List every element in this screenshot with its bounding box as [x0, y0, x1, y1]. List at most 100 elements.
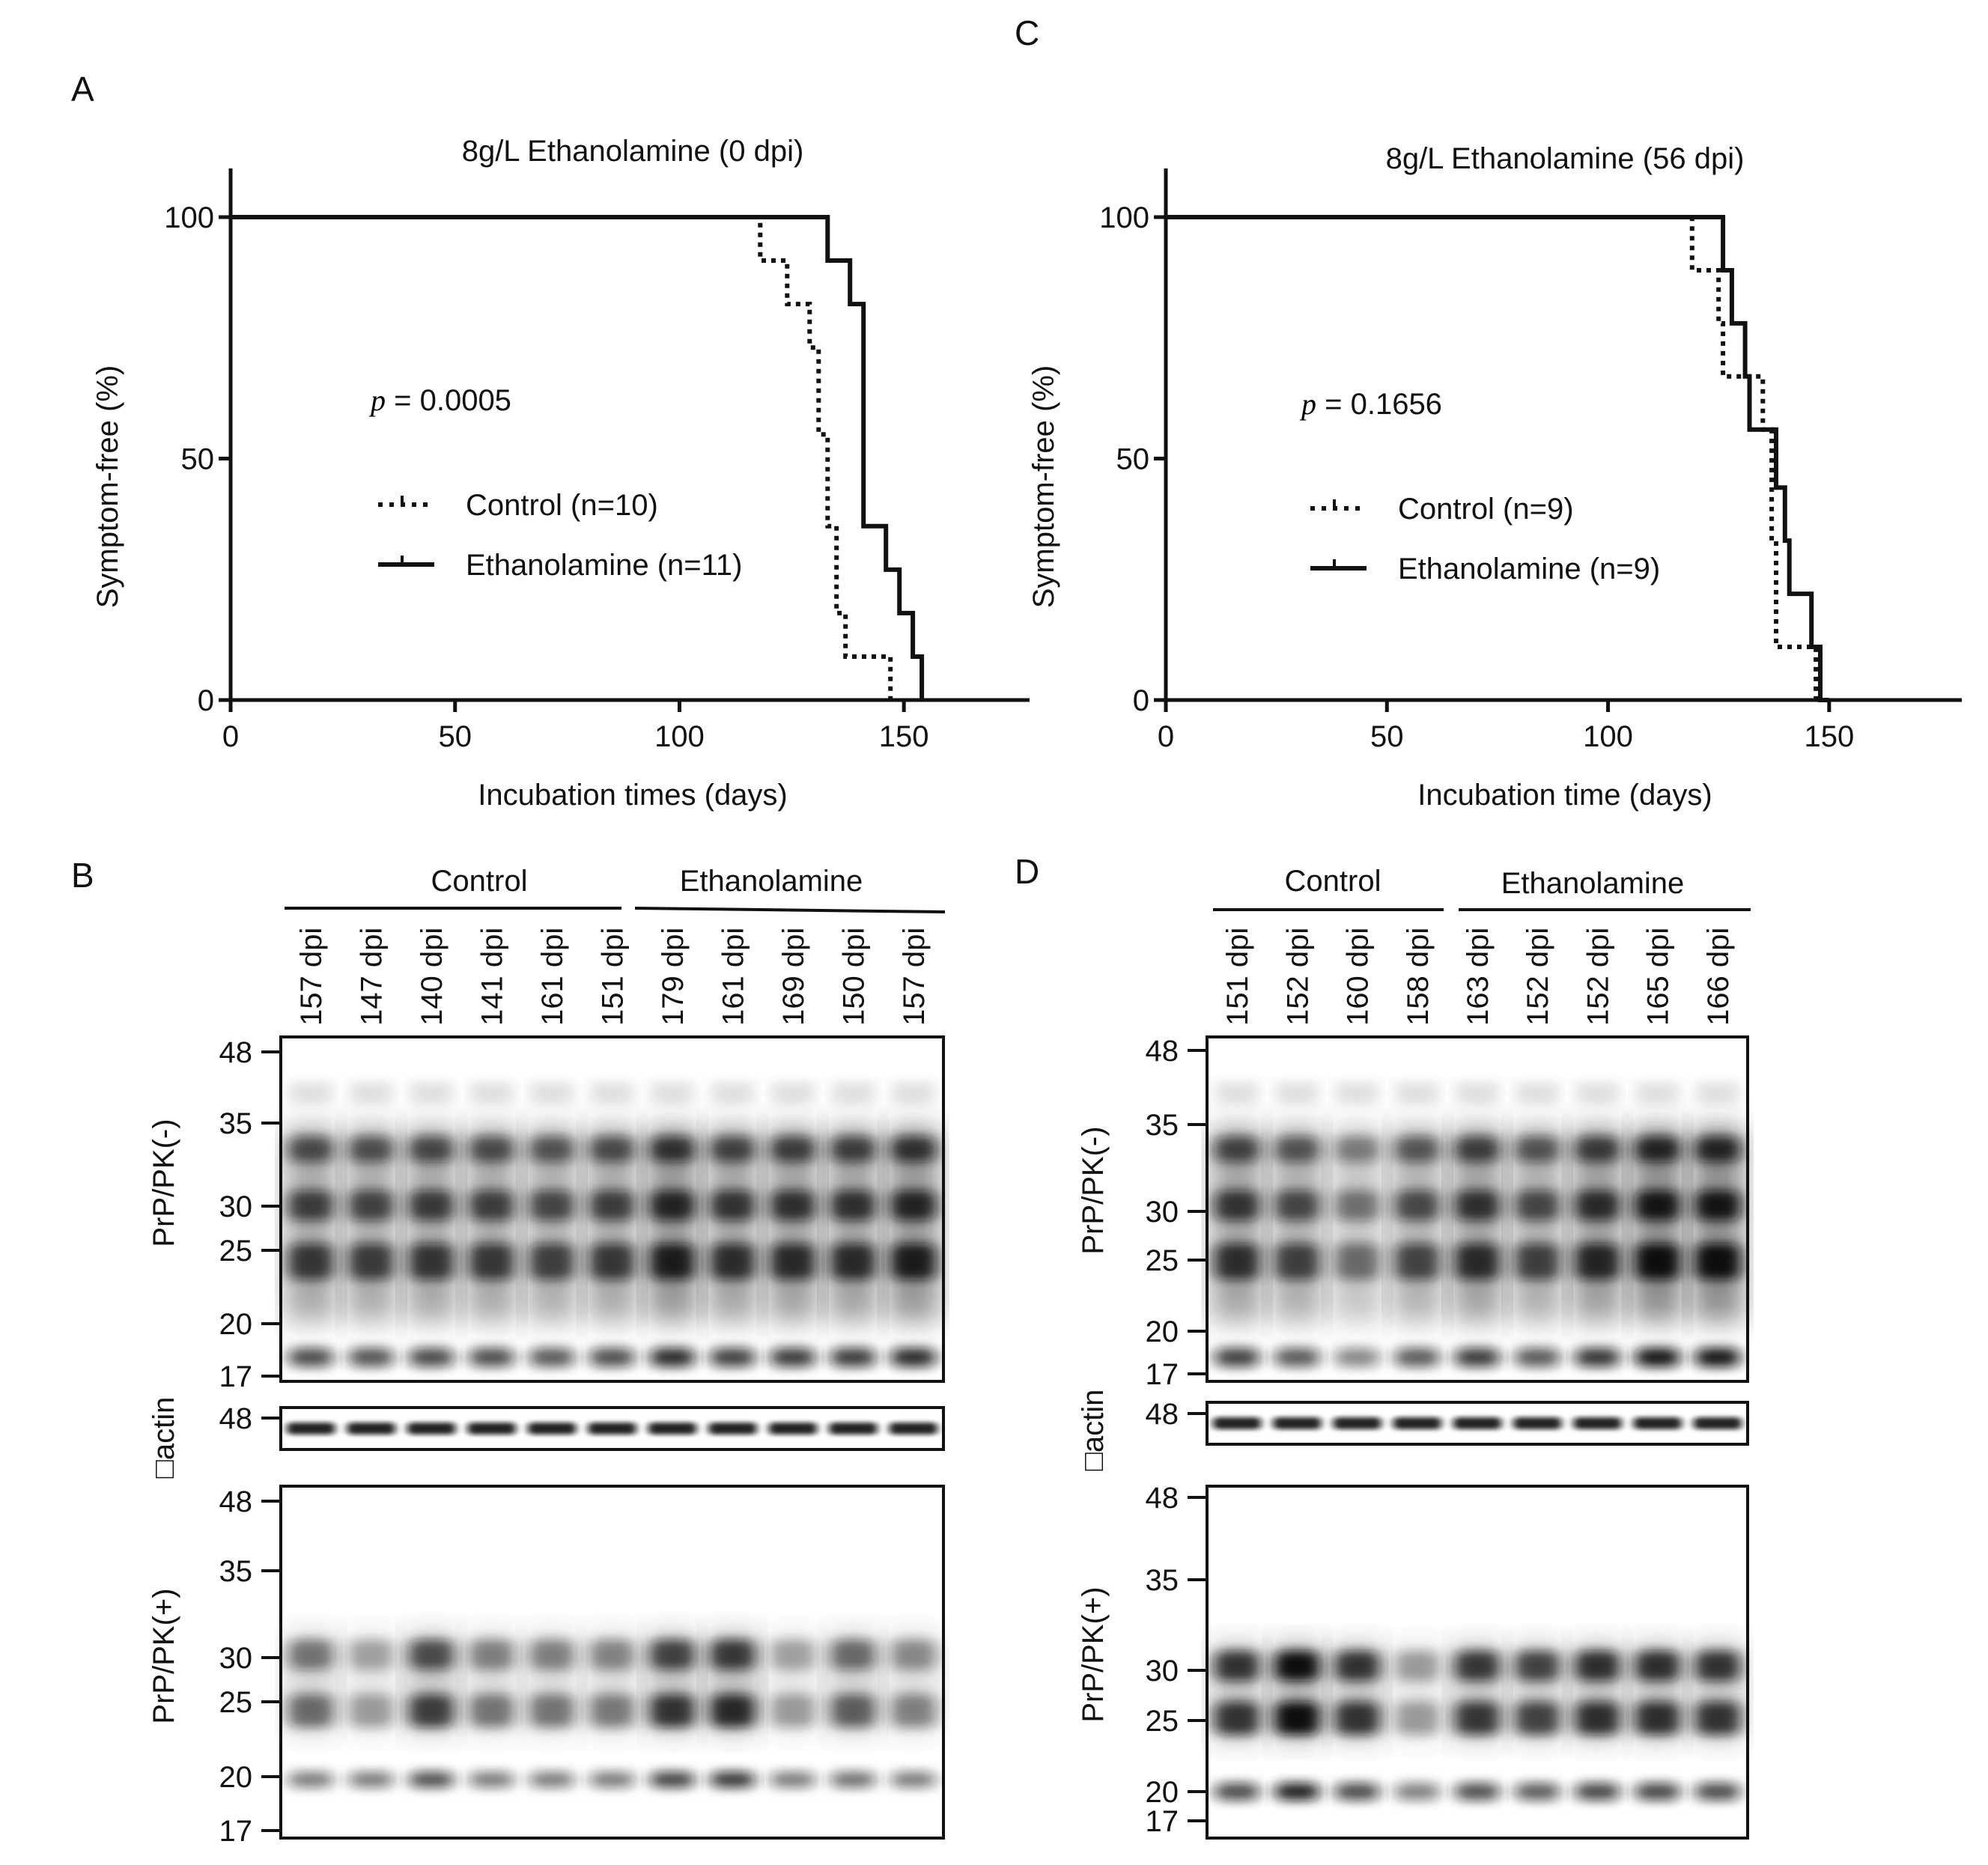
band-pk-plus-b-0-0: [288, 1640, 334, 1670]
band-pk-plus-d-8-0: [1694, 1651, 1740, 1681]
band-actin-d-8: [1693, 1417, 1742, 1429]
series-line-ethanolamine-c: [1166, 215, 1829, 702]
band-pk-minus-d-3-3: [1394, 1348, 1440, 1367]
band-pk-plus-b-6-2: [649, 1771, 696, 1788]
legend-label-control-a: Control (n=10): [466, 489, 658, 522]
lane-label-d-3: 158 dpi: [1402, 928, 1435, 1026]
band-pk-minus-d-2-0: [1334, 1137, 1380, 1162]
group-bar-ethanolamine-b: [634, 907, 946, 913]
series-group-a: [231, 215, 925, 700]
band-pk-minus-b-9-1: [830, 1190, 876, 1220]
y-tick-label-c-1: 50: [1116, 443, 1150, 476]
band-pk-minus-d-8-1: [1694, 1190, 1740, 1220]
band-pk-minus-b-10-2: [890, 1244, 936, 1280]
band-pk-plus-d-8-1: [1694, 1702, 1740, 1735]
faint-band-pk-minus-d-2: [1336, 1082, 1378, 1104]
faint-band-pk-minus-b-2: [410, 1082, 453, 1104]
lane-labels-d: 151 dpi 152 dpi 160 dpi 158 dpi 163 dpi 152 d…: [1221, 928, 1735, 1026]
band-pk-plus-d-4-1: [1454, 1702, 1501, 1735]
band-pk-plus-b-5-2: [589, 1771, 635, 1788]
bands-pk-minus-d: [1212, 1082, 1743, 1367]
bands-actin-d: [1213, 1417, 1742, 1429]
band-pk-minus-d-8-2: [1694, 1244, 1740, 1280]
blot-frame-actin-b: [279, 1406, 945, 1451]
band-pk-minus-b-6-1: [649, 1190, 696, 1220]
blot-frame-pk-plus-d: [1206, 1485, 1749, 1840]
mw-label-bottom-d-2: 30: [1146, 1655, 1179, 1688]
series-line-control-a: [231, 215, 893, 700]
faint-band-pk-minus-b-10: [892, 1082, 934, 1104]
mw-label-top-d-0: 48: [1146, 1035, 1179, 1068]
bands-pk-plus-d: [1212, 1643, 1743, 1801]
band-pk-minus-b-9-3: [830, 1348, 876, 1367]
lane-label-d-2: 160 dpi: [1342, 928, 1375, 1026]
band-pk-plus-b-10-0: [890, 1640, 936, 1670]
band-pk-plus-b-9-0: [830, 1640, 876, 1670]
mw-label-top-d-4: 20: [1146, 1315, 1179, 1348]
band-pk-minus-d-6-0: [1575, 1137, 1620, 1162]
band-actin-d-1: [1273, 1417, 1322, 1429]
band-pk-minus-d-1-1: [1274, 1190, 1320, 1220]
band-pk-minus-b-2-1: [408, 1190, 455, 1220]
faint-band-pk-minus-b-5: [591, 1082, 633, 1104]
mw-label-actin-b-0: 48: [219, 1402, 253, 1435]
y-tick-label-a-1: 50: [181, 443, 215, 476]
blot-label-pk-plus-b: PrP/PK(+): [148, 1588, 180, 1723]
band-pk-minus-b-0-2: [288, 1244, 334, 1280]
x-tick-label-a-2: 100: [654, 720, 705, 753]
band-pk-minus-b-4-3: [529, 1348, 575, 1367]
band-pk-minus-b-5-3: [589, 1348, 635, 1367]
series-line-ethanolamine-a: [231, 215, 925, 700]
legend-label-control-c: Control (n=9): [1398, 493, 1574, 526]
lane-label-b-9: 150 dpi: [837, 928, 870, 1026]
band-pk-plus-d-6-1: [1575, 1702, 1620, 1735]
band-pk-minus-b-8-0: [770, 1137, 816, 1162]
series-line-control-c: [1166, 215, 1819, 700]
x-tick-label-a-3: 150: [879, 720, 929, 753]
panel-label-d: D: [1015, 852, 1039, 891]
x-tick-label-c-3: 150: [1804, 720, 1854, 753]
lane-label-b-3: 141 dpi: [476, 928, 509, 1026]
lane-label-b-5: 151 dpi: [597, 928, 630, 1026]
faint-band-pk-minus-b-4: [530, 1082, 574, 1104]
band-pk-minus-b-7-2: [710, 1244, 756, 1280]
band-pk-minus-d-0-0: [1215, 1137, 1260, 1162]
bands-pk-plus-b: [285, 1632, 939, 1788]
band-pk-plus-b-2-1: [408, 1694, 455, 1727]
band-pk-plus-d-2-0: [1334, 1651, 1380, 1681]
band-pk-minus-d-7-0: [1635, 1137, 1680, 1162]
band-pk-plus-d-3-0: [1394, 1651, 1440, 1681]
band-pk-plus-b-2-0: [408, 1640, 455, 1670]
lane-labels-b: 157 dpi 147 dpi 140 dpi 141 dpi 161 dpi 151 d…: [295, 928, 931, 1026]
band-pk-plus-d-7-1: [1635, 1702, 1680, 1735]
band-pk-plus-d-6-2: [1575, 1783, 1620, 1801]
lane-label-b-7: 161 dpi: [717, 928, 750, 1026]
band-actin-b-2: [407, 1423, 456, 1435]
band-pk-minus-d-6-1: [1575, 1190, 1620, 1220]
band-pk-plus-d-5-2: [1515, 1783, 1560, 1801]
band-pk-minus-d-8-0: [1694, 1137, 1740, 1162]
band-actin-d-3: [1393, 1417, 1441, 1429]
panel-label-b: B: [71, 856, 94, 895]
blot-label-actin-b: □actin: [148, 1397, 180, 1479]
mw-label-bottom-b-0: 48: [219, 1485, 253, 1518]
band-pk-minus-d-7-1: [1635, 1190, 1680, 1220]
band-pk-plus-b-3-0: [469, 1640, 514, 1670]
band-pk-minus-b-0-1: [288, 1190, 334, 1220]
group-label-ethanolamine-d: Ethanolamine: [1501, 867, 1685, 900]
band-pk-plus-d-5-1: [1515, 1702, 1560, 1735]
band-pk-minus-d-4-1: [1454, 1190, 1501, 1220]
y-tick-label-a-0: 0: [198, 684, 214, 717]
mw-label-bottom-d-3: 25: [1146, 1705, 1179, 1738]
panel-a: A 8g/L Ethanolamine (0 dpi) 0 50 100 150 0 50…: [71, 70, 1030, 812]
band-actin-b-3: [467, 1423, 516, 1435]
band-pk-minus-d-6-2: [1575, 1244, 1620, 1280]
blot-label-pk-minus-b: PrP/PK(-): [148, 1119, 180, 1247]
band-actin-b-7: [708, 1423, 757, 1435]
band-pk-minus-b-1-1: [348, 1190, 394, 1220]
blot-label-pk-minus-d: PrP/PK(-): [1077, 1126, 1110, 1254]
band-pk-minus-b-3-2: [469, 1244, 514, 1280]
x-tick-label-c-1: 50: [1370, 720, 1404, 753]
